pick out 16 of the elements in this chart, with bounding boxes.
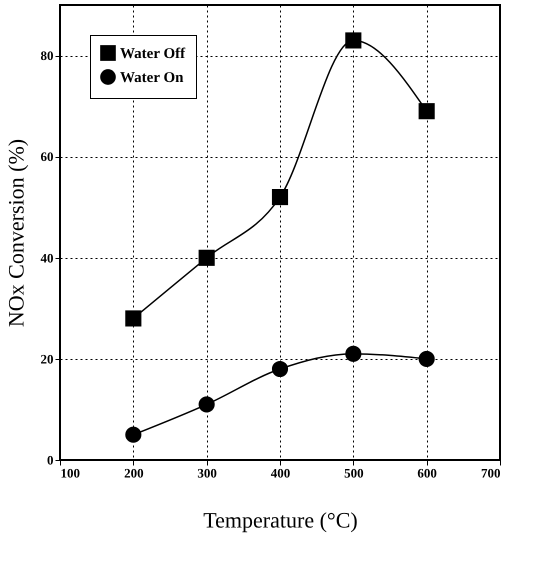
x-tick-label: 700 [481, 466, 500, 480]
y-tick-label: 0 [47, 452, 54, 468]
y-tick-label: 40 [40, 250, 54, 266]
legend-label: Water On [120, 70, 184, 86]
x-tick-label: 200 [124, 466, 144, 480]
x-tick-label: 300 [197, 466, 217, 480]
x-tick-label: 500 [344, 466, 364, 480]
y-tick-label: 80 [40, 48, 54, 64]
x-axis-title: Temperature (°C) [203, 508, 358, 532]
x-tick-label: 600 [417, 466, 437, 480]
legend-label: Water Off [120, 46, 186, 62]
y-axis-title: NOx Conversion (%) [4, 138, 28, 328]
x-tick-label: 100 [60, 466, 80, 480]
x-tick-label: 400 [270, 466, 290, 480]
y-tick-label: 20 [40, 351, 54, 366]
y-tick-label: 60 [40, 149, 54, 164]
